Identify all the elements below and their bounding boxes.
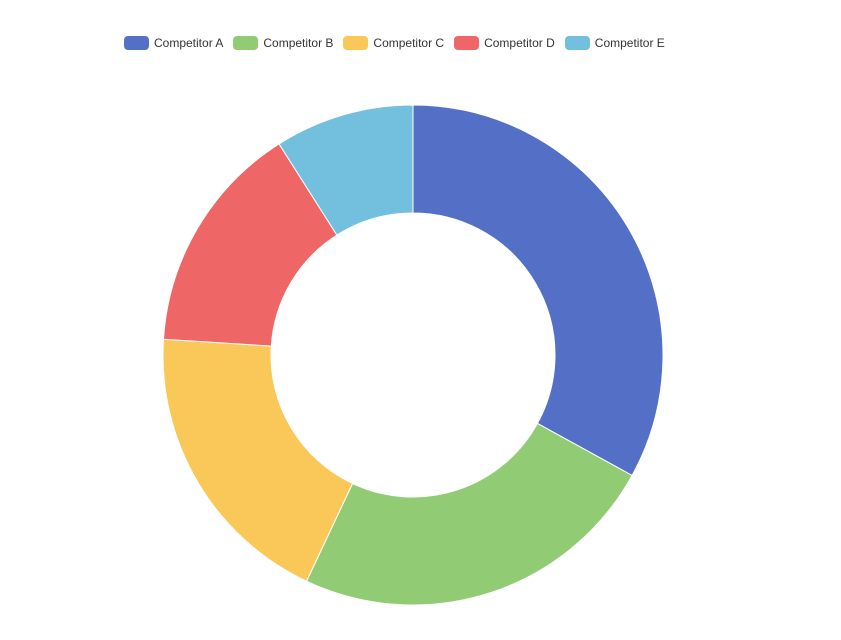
legend-item[interactable]: Competitor E <box>564 36 665 50</box>
legend-swatch <box>343 36 369 50</box>
legend-item[interactable]: Competitor D <box>454 36 555 50</box>
donut-slice-competitor-e[interactable] <box>278 104 414 236</box>
legend-swatch <box>233 36 259 50</box>
donut-slice-competitor-a[interactable] <box>412 104 664 477</box>
donut-slice-competitor-b[interactable] <box>305 422 633 606</box>
legend-item[interactable]: Competitor A <box>124 36 223 50</box>
legend-label: Competitor D <box>484 36 555 50</box>
donut-slices <box>162 104 664 606</box>
chart-legend: Competitor A Competitor B Competitor C Comp… <box>124 36 665 50</box>
legend-swatch <box>124 36 149 50</box>
legend-swatch <box>564 36 590 50</box>
legend-label: Competitor C <box>373 36 445 50</box>
legend-item[interactable]: Competitor C <box>343 36 444 50</box>
donut-slice-competitor-c[interactable] <box>162 338 354 582</box>
legend-label: Competitor A <box>154 36 224 50</box>
legend-label: Competitor E <box>594 36 665 50</box>
legend-label: Competitor B <box>263 36 334 50</box>
legend-swatch <box>454 36 480 50</box>
legend-item[interactable]: Competitor B <box>233 36 333 50</box>
